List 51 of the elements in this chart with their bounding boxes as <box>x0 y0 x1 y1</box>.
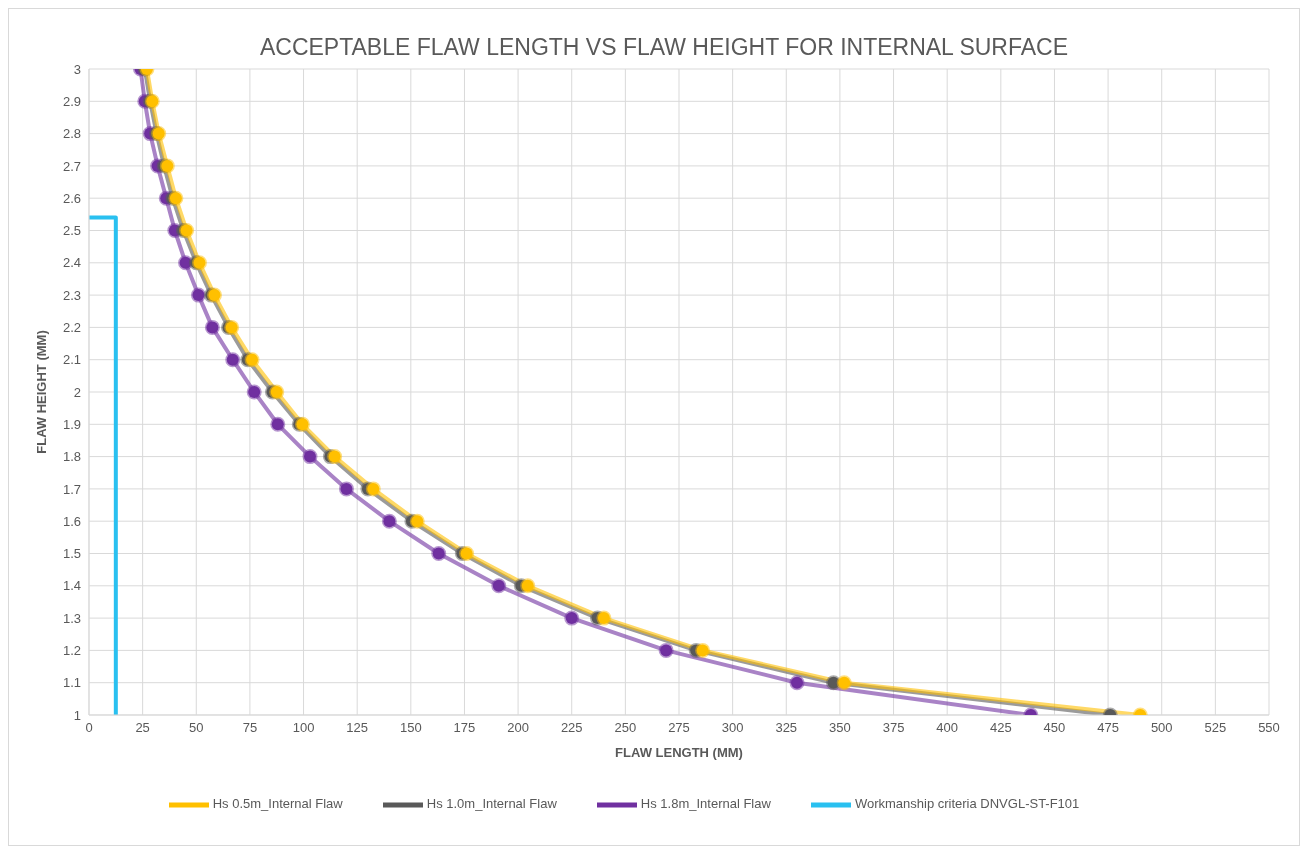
x-tick-label: 0 <box>85 720 93 736</box>
x-tick-label: 300 <box>721 720 744 736</box>
x-tick-label: 450 <box>1043 720 1066 736</box>
x-tick-label: 125 <box>346 720 369 736</box>
x-tick-label: 350 <box>829 720 851 736</box>
x-tick-label: 200 <box>507 720 529 736</box>
y-tick-label: 1.3 <box>62 610 81 626</box>
y-tick-label: 1.1 <box>62 675 81 691</box>
x-tick-label: 25 <box>135 720 150 736</box>
legend-label: Hs 0.5m_Internal Flaw <box>212 796 343 812</box>
x-tick-label: 225 <box>560 720 583 736</box>
y-axis-title: FLAW HEIGHT (MM) <box>33 330 49 454</box>
legend-label: Workmanship criteria DNVGL-ST-F101 <box>854 796 1080 812</box>
x-axis-title: FLAW LENGTH (MM) <box>615 745 743 760</box>
y-tick-label: 1 <box>73 707 81 723</box>
y-tick-label: 2.5 <box>62 223 81 239</box>
y-tick-label: 1.7 <box>62 481 81 497</box>
y-tick-label: 3 <box>73 61 81 77</box>
y-tick-label: 2.4 <box>62 255 81 271</box>
y-tick-label: 1.6 <box>62 513 81 529</box>
x-tick-label: 425 <box>989 720 1012 736</box>
y-tick-label: 2.7 <box>62 158 81 174</box>
x-tick-label: 375 <box>882 720 905 736</box>
x-tick-label: 475 <box>1097 720 1119 736</box>
y-tick-label: 2.1 <box>62 352 81 368</box>
legend-label: Hs 1.0m_Internal Flaw <box>426 796 557 812</box>
y-tick-label: 1.8 <box>62 449 81 465</box>
x-tick-label: 400 <box>936 720 959 736</box>
chart-title: ACCEPTABLE FLAW LENGTH VS FLAW HEIGHT FOR INTERNAL SURFACE <box>259 34 1069 60</box>
y-tick-label: 2.2 <box>62 320 81 336</box>
y-tick-label: 1.2 <box>62 643 81 659</box>
x-tick-label: 50 <box>189 720 204 736</box>
x-tick-label: 325 <box>775 720 798 736</box>
x-tick-label: 175 <box>453 720 476 736</box>
y-tick-label: 2.3 <box>62 287 81 303</box>
x-tick-label: 550 <box>1258 720 1280 736</box>
x-tick-label: 100 <box>292 720 315 736</box>
x-tick-label: 250 <box>614 720 637 736</box>
y-tick-label: 1.5 <box>62 546 81 562</box>
y-tick-label: 1.9 <box>62 416 81 432</box>
y-tick-label: 2.8 <box>62 126 81 142</box>
y-tick-label: 2 <box>73 384 81 400</box>
x-tick-label: 275 <box>668 720 690 736</box>
x-tick-label: 500 <box>1150 720 1173 736</box>
x-tick-label: 150 <box>399 720 422 736</box>
y-tick-label: 2.6 <box>62 190 81 206</box>
y-tick-label: 2.9 <box>62 93 81 109</box>
y-tick-label: 1.4 <box>62 578 81 594</box>
x-tick-label: 75 <box>242 720 258 736</box>
x-tick-label: 525 <box>1204 720 1227 736</box>
legend-label: Hs 1.8m_Internal Flaw <box>640 796 771 812</box>
